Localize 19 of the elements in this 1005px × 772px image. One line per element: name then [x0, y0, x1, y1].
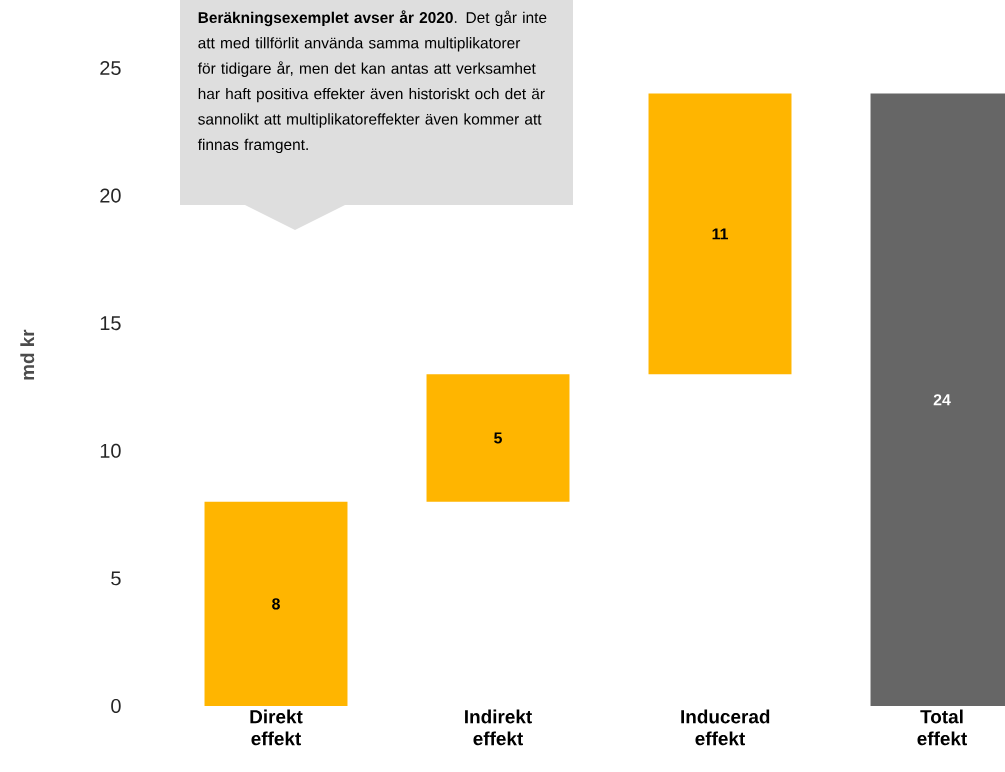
y-tick-label: 5	[111, 571, 121, 586]
y-tick-label: 10	[100, 443, 121, 458]
data-label: 11	[712, 228, 728, 240]
data-label: 5	[494, 432, 502, 444]
annotation: Beräkningsexemplet avser år 2020. Det går inte att med tillförlit använda samma multiplikatorer för tidigare år, men det kan antas att verksamhet har haft positiva effekter även historiskt och det är sannolikt att multiplikatoreffekter även kommer att finnas framgent.	[197, 10, 547, 154]
y-tick-label: 0	[111, 698, 121, 714]
x-tick-label: Total effekt	[917, 709, 967, 746]
data-label: 8	[272, 598, 280, 610]
y-tick-label: 20	[100, 188, 121, 203]
x-tick-label: Direkt effekt	[250, 709, 303, 746]
x-tick-label: Inducerad effekt	[681, 709, 770, 746]
y-tick-label: 25	[100, 60, 121, 76]
bar	[648, 93, 792, 375]
bar	[204, 501, 348, 706]
data-label: 24	[933, 394, 951, 406]
y-tick-label: 15	[100, 316, 121, 331]
x-tick-label: Indirekt effekt	[465, 709, 532, 746]
y-axis-title: md kr	[20, 329, 35, 380]
bar	[426, 374, 570, 502]
